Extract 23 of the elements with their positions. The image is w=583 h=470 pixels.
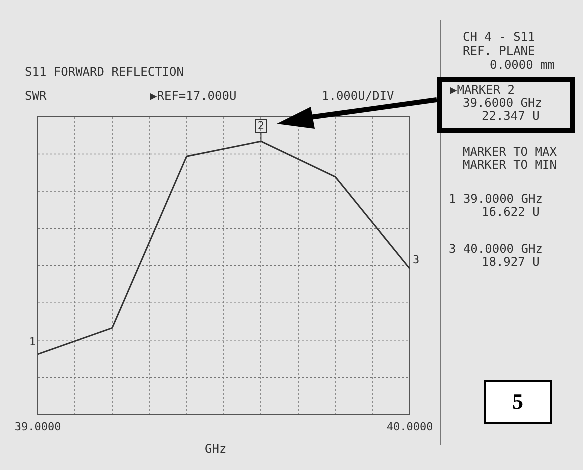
text: MARKER TO MAX [463, 145, 557, 159]
text: ▶MARKER 2 [450, 83, 516, 97]
x-axis-title: GHz [205, 442, 227, 456]
text: 18.927 U [482, 255, 540, 269]
text: 22.347 U [482, 109, 540, 123]
text: CH 4 - S11 [463, 30, 536, 44]
text: 5 [484, 380, 552, 424]
text: 1 [29, 335, 36, 348]
y-axis-title: SWR [25, 89, 47, 103]
text: 3 [413, 253, 420, 266]
text: 39.6000 GHz [463, 96, 542, 110]
text: REF. PLANE [463, 44, 536, 58]
text: 2 [258, 119, 265, 132]
text: 1.000U/DIV [322, 89, 394, 103]
text: 3 40.0000 GHz [449, 242, 543, 256]
text: MARKER TO MIN [463, 158, 557, 172]
x-tick-label: 40.0000 [386, 420, 434, 434]
text: 0.0000 mm [490, 58, 556, 72]
text: 16.622 U [482, 205, 540, 219]
chart-title: S11 FORWARD REFLECTION [25, 65, 184, 79]
text: 1 39.0000 GHz [449, 192, 543, 206]
x-tick-label: 39.0000 [14, 420, 62, 434]
text: ▶REF=17.000U [150, 89, 237, 103]
